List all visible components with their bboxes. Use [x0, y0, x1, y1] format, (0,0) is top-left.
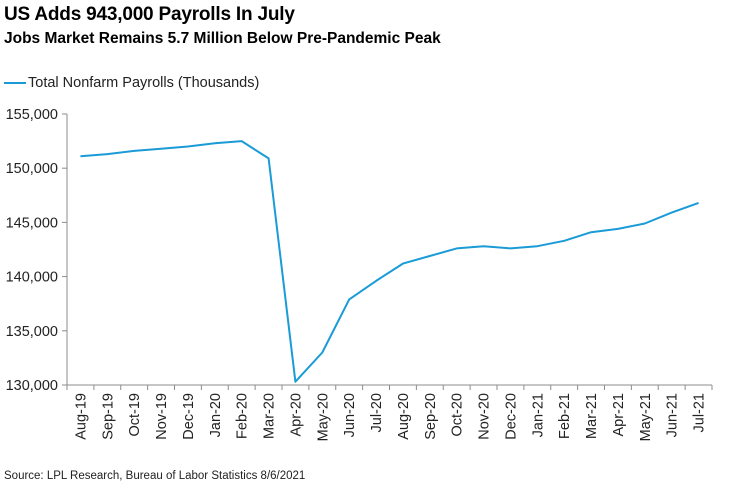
series-line — [80, 140, 699, 383]
x-tick-label: Dec-20 — [503, 393, 519, 440]
x-tick-label: Jul-20 — [369, 393, 385, 433]
x-tick-label: Sep-19 — [100, 393, 116, 440]
x-tick-label: Apr-21 — [611, 393, 627, 437]
y-tick-label: 155,000 — [6, 107, 58, 123]
x-tick-label: Jan-20 — [208, 393, 224, 437]
x-tick-label: Mar-21 — [584, 393, 600, 439]
y-tick-label: 140,000 — [6, 270, 58, 286]
source-note: Source: LPL Research, Bureau of Labor St… — [4, 470, 306, 482]
y-tick-label: 145,000 — [6, 215, 58, 231]
x-tick-label: Nov-19 — [154, 393, 170, 440]
y-tick-label: 150,000 — [6, 161, 58, 177]
x-tick-label: Oct-19 — [127, 393, 143, 437]
legend-swatch — [4, 82, 26, 84]
x-tick-label: Jul-21 — [692, 393, 708, 433]
y-tick-label: 130,000 — [6, 378, 58, 394]
x-tick-label: Apr-20 — [288, 393, 304, 437]
x-tick-label: Oct-20 — [450, 393, 466, 437]
chart-subtitle: Jobs Market Remains 5.7 Million Below Pr… — [4, 30, 441, 47]
x-tick-label: Dec-19 — [181, 393, 197, 440]
x-tick-label: Jun-20 — [342, 393, 358, 437]
legend-label: Total Nonfarm Payrolls (Thousands) — [28, 75, 260, 91]
x-tick-label: May-20 — [315, 393, 331, 441]
x-tick-label: Feb-21 — [557, 393, 573, 439]
x-tick-label: Mar-20 — [262, 393, 278, 439]
x-tick-label: Nov-20 — [477, 393, 493, 440]
x-tick-label: Jun-21 — [665, 393, 681, 437]
y-tick-label: 135,000 — [6, 324, 58, 340]
x-tick-label: Sep-20 — [423, 393, 439, 440]
x-tick-label: Feb-20 — [235, 393, 251, 439]
chart-title: US Adds 943,000 Payrolls In July — [4, 4, 295, 25]
x-tick-label: Jan-21 — [530, 393, 546, 437]
x-tick-label: May-21 — [638, 393, 654, 441]
legend: Total Nonfarm Payrolls (Thousands) — [4, 75, 259, 91]
x-tick-label: Aug-19 — [73, 393, 89, 440]
x-tick-label: Aug-20 — [396, 393, 412, 440]
